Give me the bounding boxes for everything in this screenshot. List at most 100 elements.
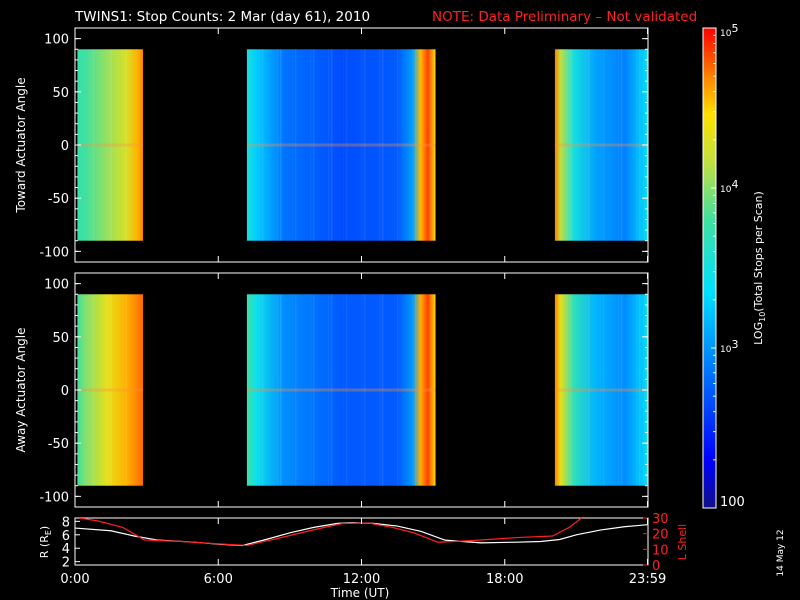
colorbar-tick-label: 100 — [720, 495, 745, 510]
l-shell-tick-label: 20 — [652, 528, 669, 543]
data-streak — [92, 49, 94, 241]
y-tick-label: -100 — [39, 245, 69, 260]
data-streak — [276, 294, 279, 486]
r-tick-label: 8 — [62, 515, 70, 530]
data-streak — [110, 294, 112, 486]
y-tick-label: 50 — [52, 86, 69, 101]
data-streak — [107, 294, 109, 486]
y-tick-label: -100 — [39, 490, 69, 505]
data-streak — [330, 294, 333, 486]
data-streak — [620, 49, 623, 241]
y-tick-label: -50 — [48, 437, 69, 452]
l-shell-tick-label: 10 — [652, 543, 669, 558]
data-streak — [396, 294, 399, 486]
data-block — [246, 49, 436, 241]
data-streak — [276, 49, 279, 241]
data-streak — [345, 49, 348, 241]
data-streak — [330, 49, 333, 241]
l-shell-tick-label: 30 — [652, 512, 669, 527]
time-tick-label: 23:59 — [629, 572, 666, 587]
r-tick-label: 4 — [62, 542, 70, 557]
data-block — [77, 294, 144, 486]
data-streak — [125, 294, 127, 486]
data-streak — [381, 49, 384, 241]
y-tick-label: 100 — [44, 278, 69, 293]
data-streak — [620, 294, 623, 486]
data-streak — [261, 49, 264, 241]
colorbar-tick-label: 104 — [720, 178, 738, 195]
toward-panel: 100 50 0 -50 -100 — [39, 27, 649, 263]
l-shell-axis-label: L Shell — [676, 524, 689, 560]
data-streak — [635, 294, 638, 486]
l-shell-series-line — [79, 518, 583, 547]
date-stamp: 14 May 12 — [776, 529, 786, 576]
away-panel: 100 50 0 -50 -100 — [39, 272, 649, 508]
data-streak — [396, 49, 399, 241]
zero-angle-band — [246, 388, 436, 392]
data-streak — [587, 49, 590, 241]
colorbar: 105 104 103 100 LOG10(Total Stops per Scan) — [702, 22, 767, 510]
colorbar-tick-label: 103 — [720, 338, 738, 355]
toward-axis-label: Toward Actuator Angle — [14, 77, 28, 213]
data-streak — [429, 294, 432, 486]
data-streak — [363, 294, 366, 486]
data-streak — [279, 49, 282, 241]
away-axis-label: Away Actuator Angle — [14, 327, 28, 452]
time-tick-label: 0:00 — [60, 572, 89, 587]
data-streak — [602, 49, 605, 241]
data-streak — [378, 49, 381, 241]
data-streak — [584, 49, 587, 241]
data-streak — [378, 294, 381, 486]
data-streak — [125, 49, 127, 241]
data-streak — [107, 49, 109, 241]
y-tick-label: -50 — [48, 192, 69, 207]
time-tick-label: 12:00 — [343, 572, 380, 587]
r-axis-label: R (RE) — [38, 526, 53, 558]
data-block — [554, 294, 648, 486]
data-block — [554, 49, 648, 241]
chart-title: TWINS1: Stop Counts: 2 Mar (day 61), 201… — [74, 9, 370, 25]
y-tick-label: 0 — [61, 384, 69, 399]
data-streak — [569, 294, 572, 486]
data-block — [246, 294, 436, 486]
data-streak — [638, 49, 641, 241]
data-streak — [327, 294, 330, 486]
zero-angle-band — [554, 143, 648, 147]
data-streak — [587, 294, 590, 486]
time-tick-label: 6:00 — [204, 572, 233, 587]
y-tick-label: 0 — [61, 139, 69, 154]
data-streak — [602, 294, 605, 486]
data-streak — [345, 294, 348, 486]
y-tick-label: 50 — [52, 331, 69, 346]
data-streak — [414, 294, 417, 486]
data-streak — [279, 294, 282, 486]
orbit-plot-frame — [74, 517, 649, 566]
data-streak — [312, 49, 315, 241]
zero-angle-band — [77, 388, 144, 392]
data-streak — [429, 49, 432, 241]
data-streak — [414, 49, 417, 241]
r-tick-label: 2 — [62, 556, 70, 571]
zero-angle-band — [77, 143, 144, 147]
data-streak — [261, 294, 264, 486]
data-streak — [584, 294, 587, 486]
colorbar-label: LOG10(Total Stops per Scan) — [752, 191, 767, 345]
zero-angle-band — [246, 143, 436, 147]
r-tick-label: 6 — [62, 529, 70, 544]
colorbar-tick-label: 105 — [720, 22, 738, 39]
data-streak — [569, 49, 572, 241]
time-axis-label: Time (UT) — [330, 586, 390, 600]
data-streak — [363, 49, 366, 241]
data-streak — [327, 49, 330, 241]
l-shell-tick-label: 0 — [652, 559, 660, 574]
data-preliminary-note: NOTE: Data Preliminary – Not validated — [432, 9, 697, 25]
data-streak — [294, 49, 297, 241]
data-streak — [294, 294, 297, 486]
data-streak — [638, 294, 641, 486]
data-streak — [110, 49, 112, 241]
colorbar-gradient — [702, 27, 717, 509]
data-streak — [92, 294, 94, 486]
data-block — [77, 49, 144, 241]
